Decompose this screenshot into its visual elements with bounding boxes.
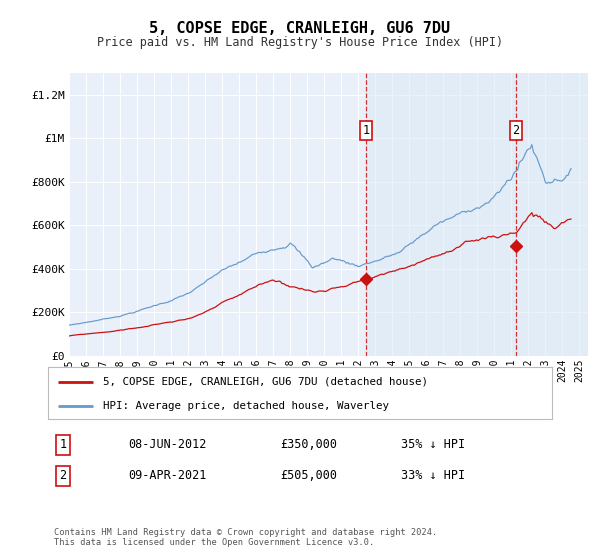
Text: 08-JUN-2012: 08-JUN-2012 xyxy=(128,438,207,451)
Text: HPI: Average price, detached house, Waverley: HPI: Average price, detached house, Wave… xyxy=(103,401,389,411)
Bar xyxy=(366,73,588,356)
Text: £505,000: £505,000 xyxy=(280,469,337,482)
Text: 2: 2 xyxy=(59,469,67,482)
Text: 1: 1 xyxy=(362,124,370,137)
Text: Contains HM Land Registry data © Crown copyright and database right 2024.: Contains HM Land Registry data © Crown c… xyxy=(54,528,437,536)
Text: £350,000: £350,000 xyxy=(280,438,337,451)
Text: 35% ↓ HPI: 35% ↓ HPI xyxy=(401,438,465,451)
Text: 09-APR-2021: 09-APR-2021 xyxy=(128,469,207,482)
Text: Price paid vs. HM Land Registry's House Price Index (HPI): Price paid vs. HM Land Registry's House … xyxy=(97,36,503,49)
Text: 1: 1 xyxy=(59,438,67,451)
Text: 33% ↓ HPI: 33% ↓ HPI xyxy=(401,469,465,482)
Text: 2: 2 xyxy=(512,124,520,137)
Text: This data is licensed under the Open Government Licence v3.0.: This data is licensed under the Open Gov… xyxy=(54,538,374,547)
Text: 5, COPSE EDGE, CRANLEIGH, GU6 7DU (detached house): 5, COPSE EDGE, CRANLEIGH, GU6 7DU (detac… xyxy=(103,377,428,387)
Text: 5, COPSE EDGE, CRANLEIGH, GU6 7DU: 5, COPSE EDGE, CRANLEIGH, GU6 7DU xyxy=(149,21,451,36)
